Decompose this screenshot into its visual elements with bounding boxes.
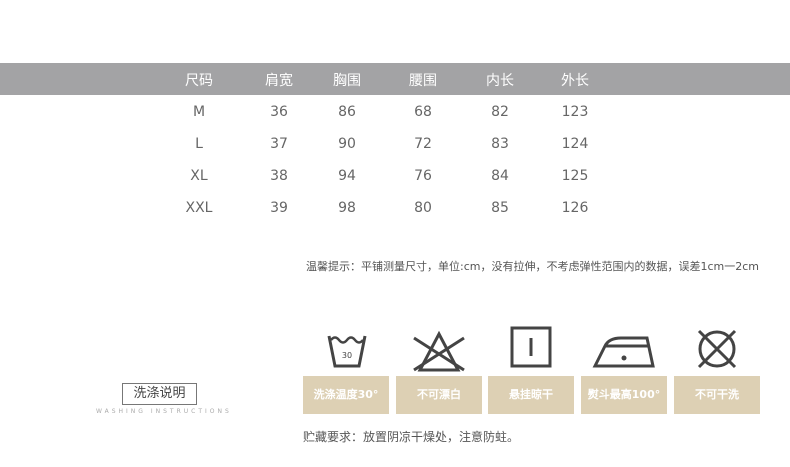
column-header: 外长 — [561, 73, 589, 89]
table-cell: 98 — [338, 200, 356, 216]
table-cell: 72 — [414, 136, 432, 152]
table-cell: 126 — [561, 200, 589, 216]
no-dry-clean-icon — [697, 329, 737, 369]
table-cell: 83 — [491, 136, 509, 152]
table-cell: 37 — [270, 136, 288, 152]
table-cell: 94 — [338, 168, 356, 184]
table-cell: 76 — [414, 168, 432, 184]
column-header: 胸围 — [333, 73, 361, 89]
no-dry-clean-label: 不可干洗 — [674, 376, 760, 414]
wash-30-icon: 30 — [327, 335, 367, 368]
svg-text:30: 30 — [342, 351, 352, 360]
table-cell: 80 — [414, 200, 432, 216]
table-cell: 85 — [491, 200, 509, 216]
measurement-note: 温馨提示：平铺测量尺寸，单位:cm，没有拉伸，不考虑弹性范围内的数据，误差1cm… — [306, 260, 759, 273]
table-cell: L — [195, 136, 203, 152]
line-dry-icon — [510, 326, 552, 368]
no-bleach-label: 不可漂白 — [396, 376, 482, 414]
table-cell: 123 — [561, 104, 589, 120]
iron-icon — [592, 336, 655, 368]
table-cell: 86 — [338, 104, 356, 120]
table-header-bar — [0, 63, 790, 95]
table-cell: 124 — [561, 136, 589, 152]
table-cell: XL — [190, 168, 208, 184]
line-dry-label: 悬挂晾干 — [488, 376, 574, 414]
table-cell: M — [192, 104, 206, 120]
table-cell: XXL — [185, 200, 213, 216]
no-bleach-icon — [413, 330, 465, 372]
storage-note: 贮藏要求：放置阴凉干燥处，注意防蛀。 — [303, 430, 520, 444]
table-cell: 39 — [270, 200, 288, 216]
washing-subtitle: WASHING INSTRUCTIONS — [96, 408, 232, 415]
column-header: 内长 — [486, 73, 514, 89]
column-header: 肩宽 — [265, 73, 293, 89]
washing-title: 洗涤说明 — [122, 383, 197, 405]
iron-label: 熨斗最高100° — [581, 376, 667, 414]
table-cell: 68 — [414, 104, 432, 120]
table-cell: 38 — [270, 168, 288, 184]
table-cell: 36 — [270, 104, 288, 120]
wash-label: 洗涤温度30° — [303, 376, 389, 414]
column-header: 腰围 — [409, 73, 437, 89]
table-cell: 82 — [491, 104, 509, 120]
table-cell: 125 — [561, 168, 589, 184]
table-cell: 84 — [491, 168, 509, 184]
column-header: 尺码 — [185, 73, 213, 89]
table-cell: 90 — [338, 136, 356, 152]
